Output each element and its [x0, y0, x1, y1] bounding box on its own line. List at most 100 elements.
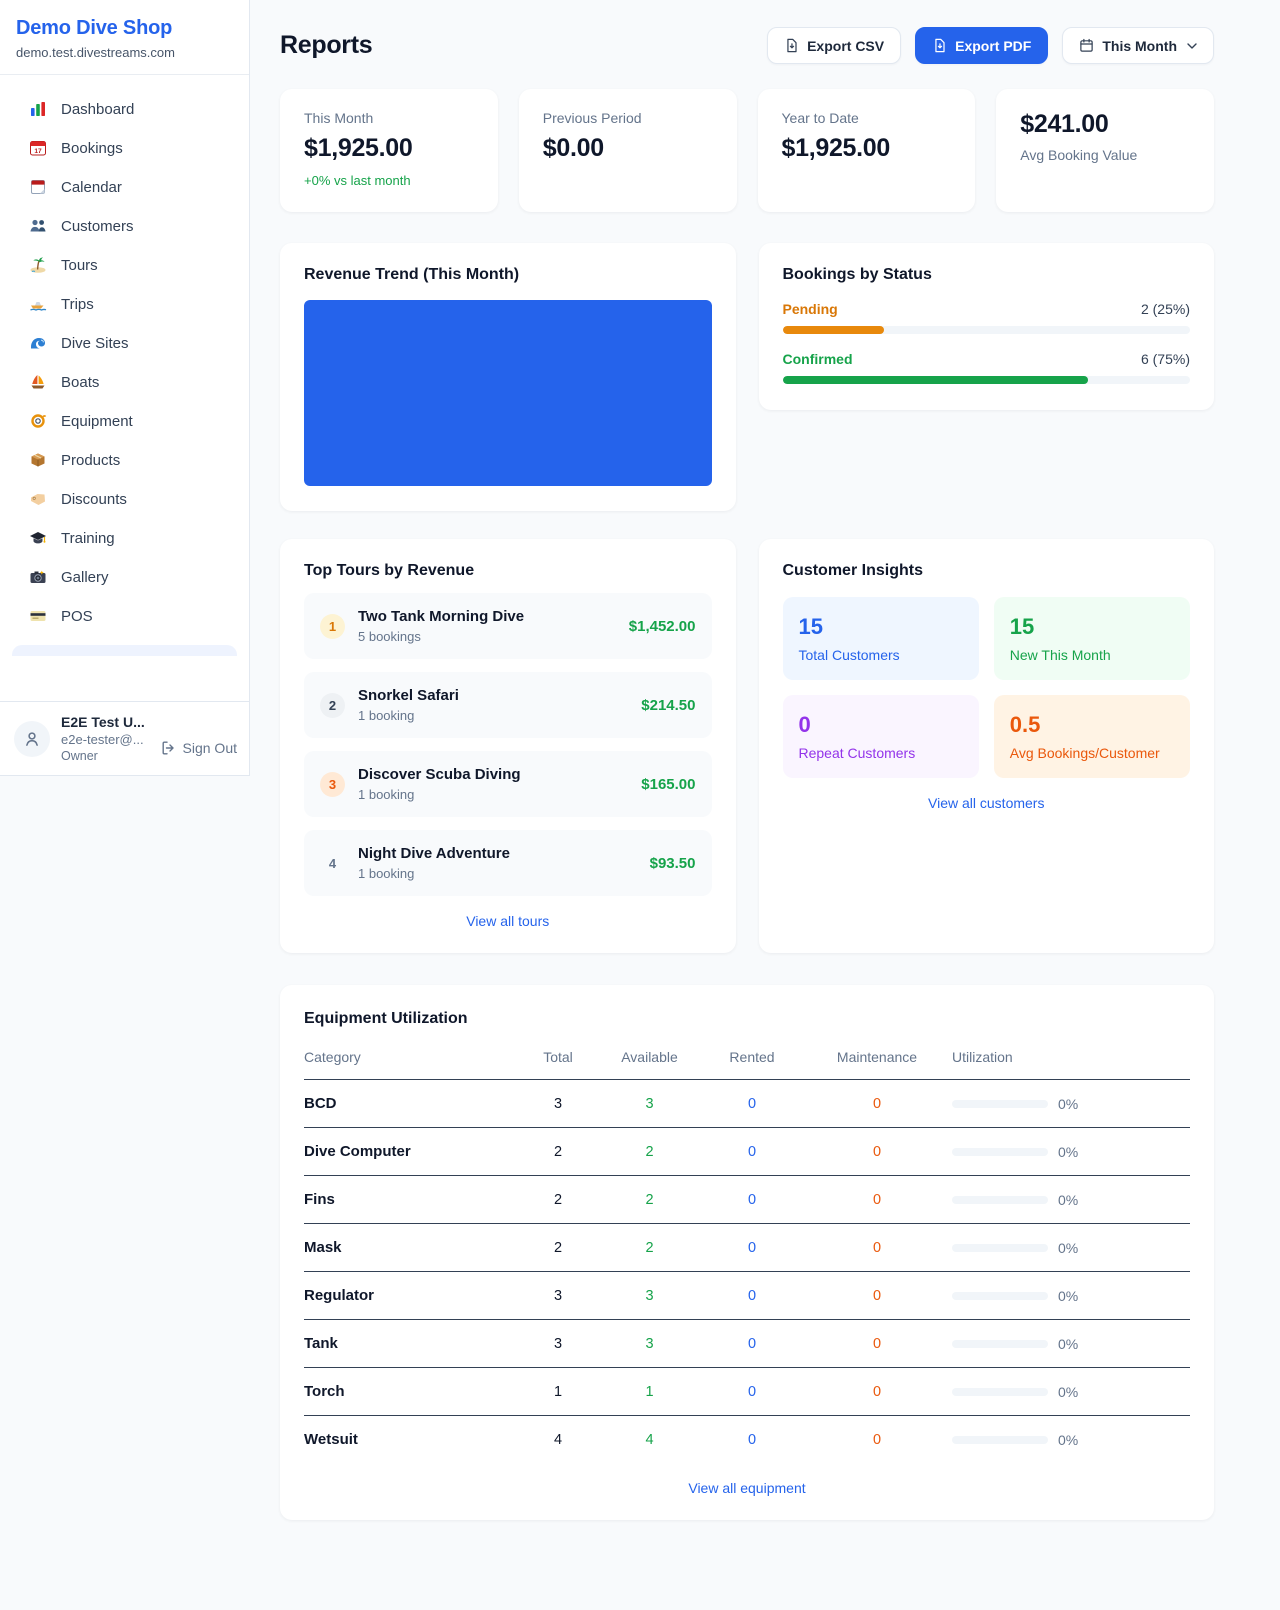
cell-maintenance: 0 — [802, 1127, 952, 1176]
user-role: Owner — [61, 749, 98, 763]
tour-amount: $93.50 — [649, 854, 696, 872]
utilization-text: 0% — [1058, 1431, 1079, 1448]
equipment-utilization-card: Equipment Utilization Category Total Ava… — [280, 985, 1214, 1520]
stats-grid: This Month $1,925.00 +0% vs last month P… — [280, 89, 1214, 212]
sidebar-item-products[interactable]: Products — [0, 441, 249, 479]
table-row: Wetsuit 4 4 0 0 0% — [304, 1416, 1190, 1464]
cell-available: 2 — [597, 1127, 702, 1176]
products-icon — [29, 451, 47, 469]
tour-name: Two Tank Morning Dive — [358, 608, 525, 625]
period-select[interactable]: This Month — [1062, 27, 1214, 64]
table-header-row: Category Total Available Rented Maintena… — [304, 1043, 1190, 1080]
customer-insights-title: Customer Insights — [782, 562, 923, 579]
stat-label: Previous Period — [542, 110, 642, 126]
cell-rented: 0 — [702, 1271, 802, 1320]
sidebar-item-calendar[interactable]: Calendar — [0, 168, 249, 206]
equipment-icon — [29, 412, 47, 430]
sign-out-button[interactable]: Sign Out — [160, 740, 237, 756]
export-csv-button[interactable]: Export CSV — [767, 27, 902, 64]
tour-bookings: 1 booking — [358, 708, 415, 723]
view-all-customers-link[interactable]: View all customers — [928, 795, 1045, 811]
sidebar-item-training[interactable]: Training — [0, 519, 249, 557]
cell-rented: 0 — [702, 1175, 802, 1224]
sidebar-item-pos[interactable]: POS — [0, 597, 249, 635]
cell-category: Torch — [304, 1367, 519, 1416]
utilization-bar — [952, 1387, 1048, 1396]
period-label: This Month — [1102, 37, 1177, 54]
sidebar-item-label: Equipment — [61, 412, 133, 430]
equipment-table: Category Total Available Rented Maintena… — [304, 1043, 1190, 1463]
sidebar-item-label: Discounts — [61, 490, 127, 508]
cell-available: 4 — [645, 1431, 654, 1448]
list-item: 4 Night Dive Adventure 1 booking $93.50 — [304, 830, 712, 896]
col-category: Category — [304, 1043, 519, 1080]
sidebar-item-equipment[interactable]: Equipment — [0, 402, 249, 440]
logout-icon — [162, 741, 174, 755]
utilization-text: 0% — [1058, 1383, 1079, 1400]
tour-amount: $1,452.00 — [628, 617, 696, 635]
progress-track — [782, 326, 1190, 334]
cell-available: 1 — [597, 1367, 702, 1416]
sidebar-item-discounts[interactable]: Discounts — [0, 480, 249, 518]
cell-rented: 0 — [702, 1319, 802, 1368]
sidebar-item-tours[interactable]: Tours — [0, 246, 249, 284]
sidebar-item-label: POS — [61, 607, 93, 625]
cell-category: Dive Computer — [304, 1127, 519, 1176]
status-count: 6 (75%) — [1140, 351, 1190, 367]
cell-total: 4 — [553, 1431, 563, 1448]
cell-category: Fins — [304, 1175, 519, 1224]
stat-value: $1,925.00 — [781, 134, 891, 162]
sidebar-item-label: Trips — [61, 295, 94, 313]
sidebar-item-boats[interactable]: Boats — [0, 363, 249, 401]
sidebar-item-gallery[interactable]: Gallery — [0, 558, 249, 596]
top-tours-title: Top Tours by Revenue — [304, 562, 475, 579]
sidebar-item-label: Customers — [61, 217, 134, 235]
cell-total: 1 — [519, 1367, 597, 1416]
rank-badge: 4 — [328, 855, 337, 871]
stat-delta: +0% vs last month — [304, 173, 411, 188]
sidebar-item-trips[interactable]: Trips — [0, 285, 249, 323]
table-row: Mask 2 2 0 0 0% — [304, 1223, 1190, 1272]
revenue-trend-card: Revenue Trend (This Month) — [280, 243, 736, 511]
svg-text:17: 17 — [34, 148, 42, 155]
table-row: Torch 1 1 0 0 0% — [304, 1367, 1190, 1416]
stat-value: $241.00 — [1020, 110, 1109, 138]
list-item: 3 Discover Scuba Diving 1 booking $165.00 — [304, 751, 712, 817]
stat-card-this-month: This Month $1,925.00 +0% vs last month — [280, 89, 498, 212]
sidebar-item-dashboard[interactable]: Dashboard — [0, 90, 249, 128]
col-total: Total — [519, 1043, 597, 1080]
sidebar-item-bookings[interactable]: 17 Bookings — [0, 129, 249, 167]
avatar — [14, 720, 50, 757]
sidebar-item-customers[interactable]: Customers — [0, 207, 249, 245]
insights-row: Top Tours by Revenue 1 Two Tank Morning … — [280, 539, 1214, 953]
cell-total: 3 — [519, 1319, 597, 1368]
utilization-bar — [952, 1435, 1048, 1444]
tour-amount: $214.50 — [641, 696, 696, 714]
cell-maintenance: 0 — [802, 1367, 952, 1416]
view-all-tours-link[interactable]: View all tours — [466, 913, 550, 929]
tour-name: Snorkel Safari — [358, 687, 459, 704]
utilization-text: 0% — [1058, 1191, 1079, 1208]
cell-total: 2 — [519, 1175, 597, 1224]
shop-domain: demo.test.divestreams.com — [16, 45, 175, 60]
gallery-icon — [29, 568, 47, 586]
tour-name: Discover Scuba Diving — [358, 766, 521, 783]
cell-maintenance: 0 — [802, 1175, 952, 1224]
bookings-by-status-title: Bookings by Status — [782, 266, 932, 283]
view-all-equipment-link[interactable]: View all equipment — [688, 1480, 806, 1496]
sidebar-item-dive-sites[interactable]: Dive Sites — [0, 324, 249, 362]
rank-badge: 2 — [320, 692, 345, 718]
user-name: E2E Test U... — [61, 714, 145, 730]
user-email: e2e-tester@... — [61, 732, 144, 747]
utilization-text: 0% — [1058, 1287, 1079, 1304]
export-pdf-button[interactable]: Export PDF — [915, 27, 1049, 64]
calendar-icon — [1080, 38, 1094, 52]
col-rented: Rented — [702, 1043, 802, 1080]
table-row: Tank 3 3 0 0 0% — [304, 1319, 1190, 1368]
utilization-bar — [952, 1099, 1048, 1108]
utilization-text: 0% — [1058, 1095, 1079, 1112]
tile-new-this-month: 15 New This Month — [993, 597, 1190, 680]
status-label: Pending — [782, 301, 838, 317]
tile-value: 15 — [1009, 614, 1035, 639]
page-title: Reports — [280, 31, 373, 59]
